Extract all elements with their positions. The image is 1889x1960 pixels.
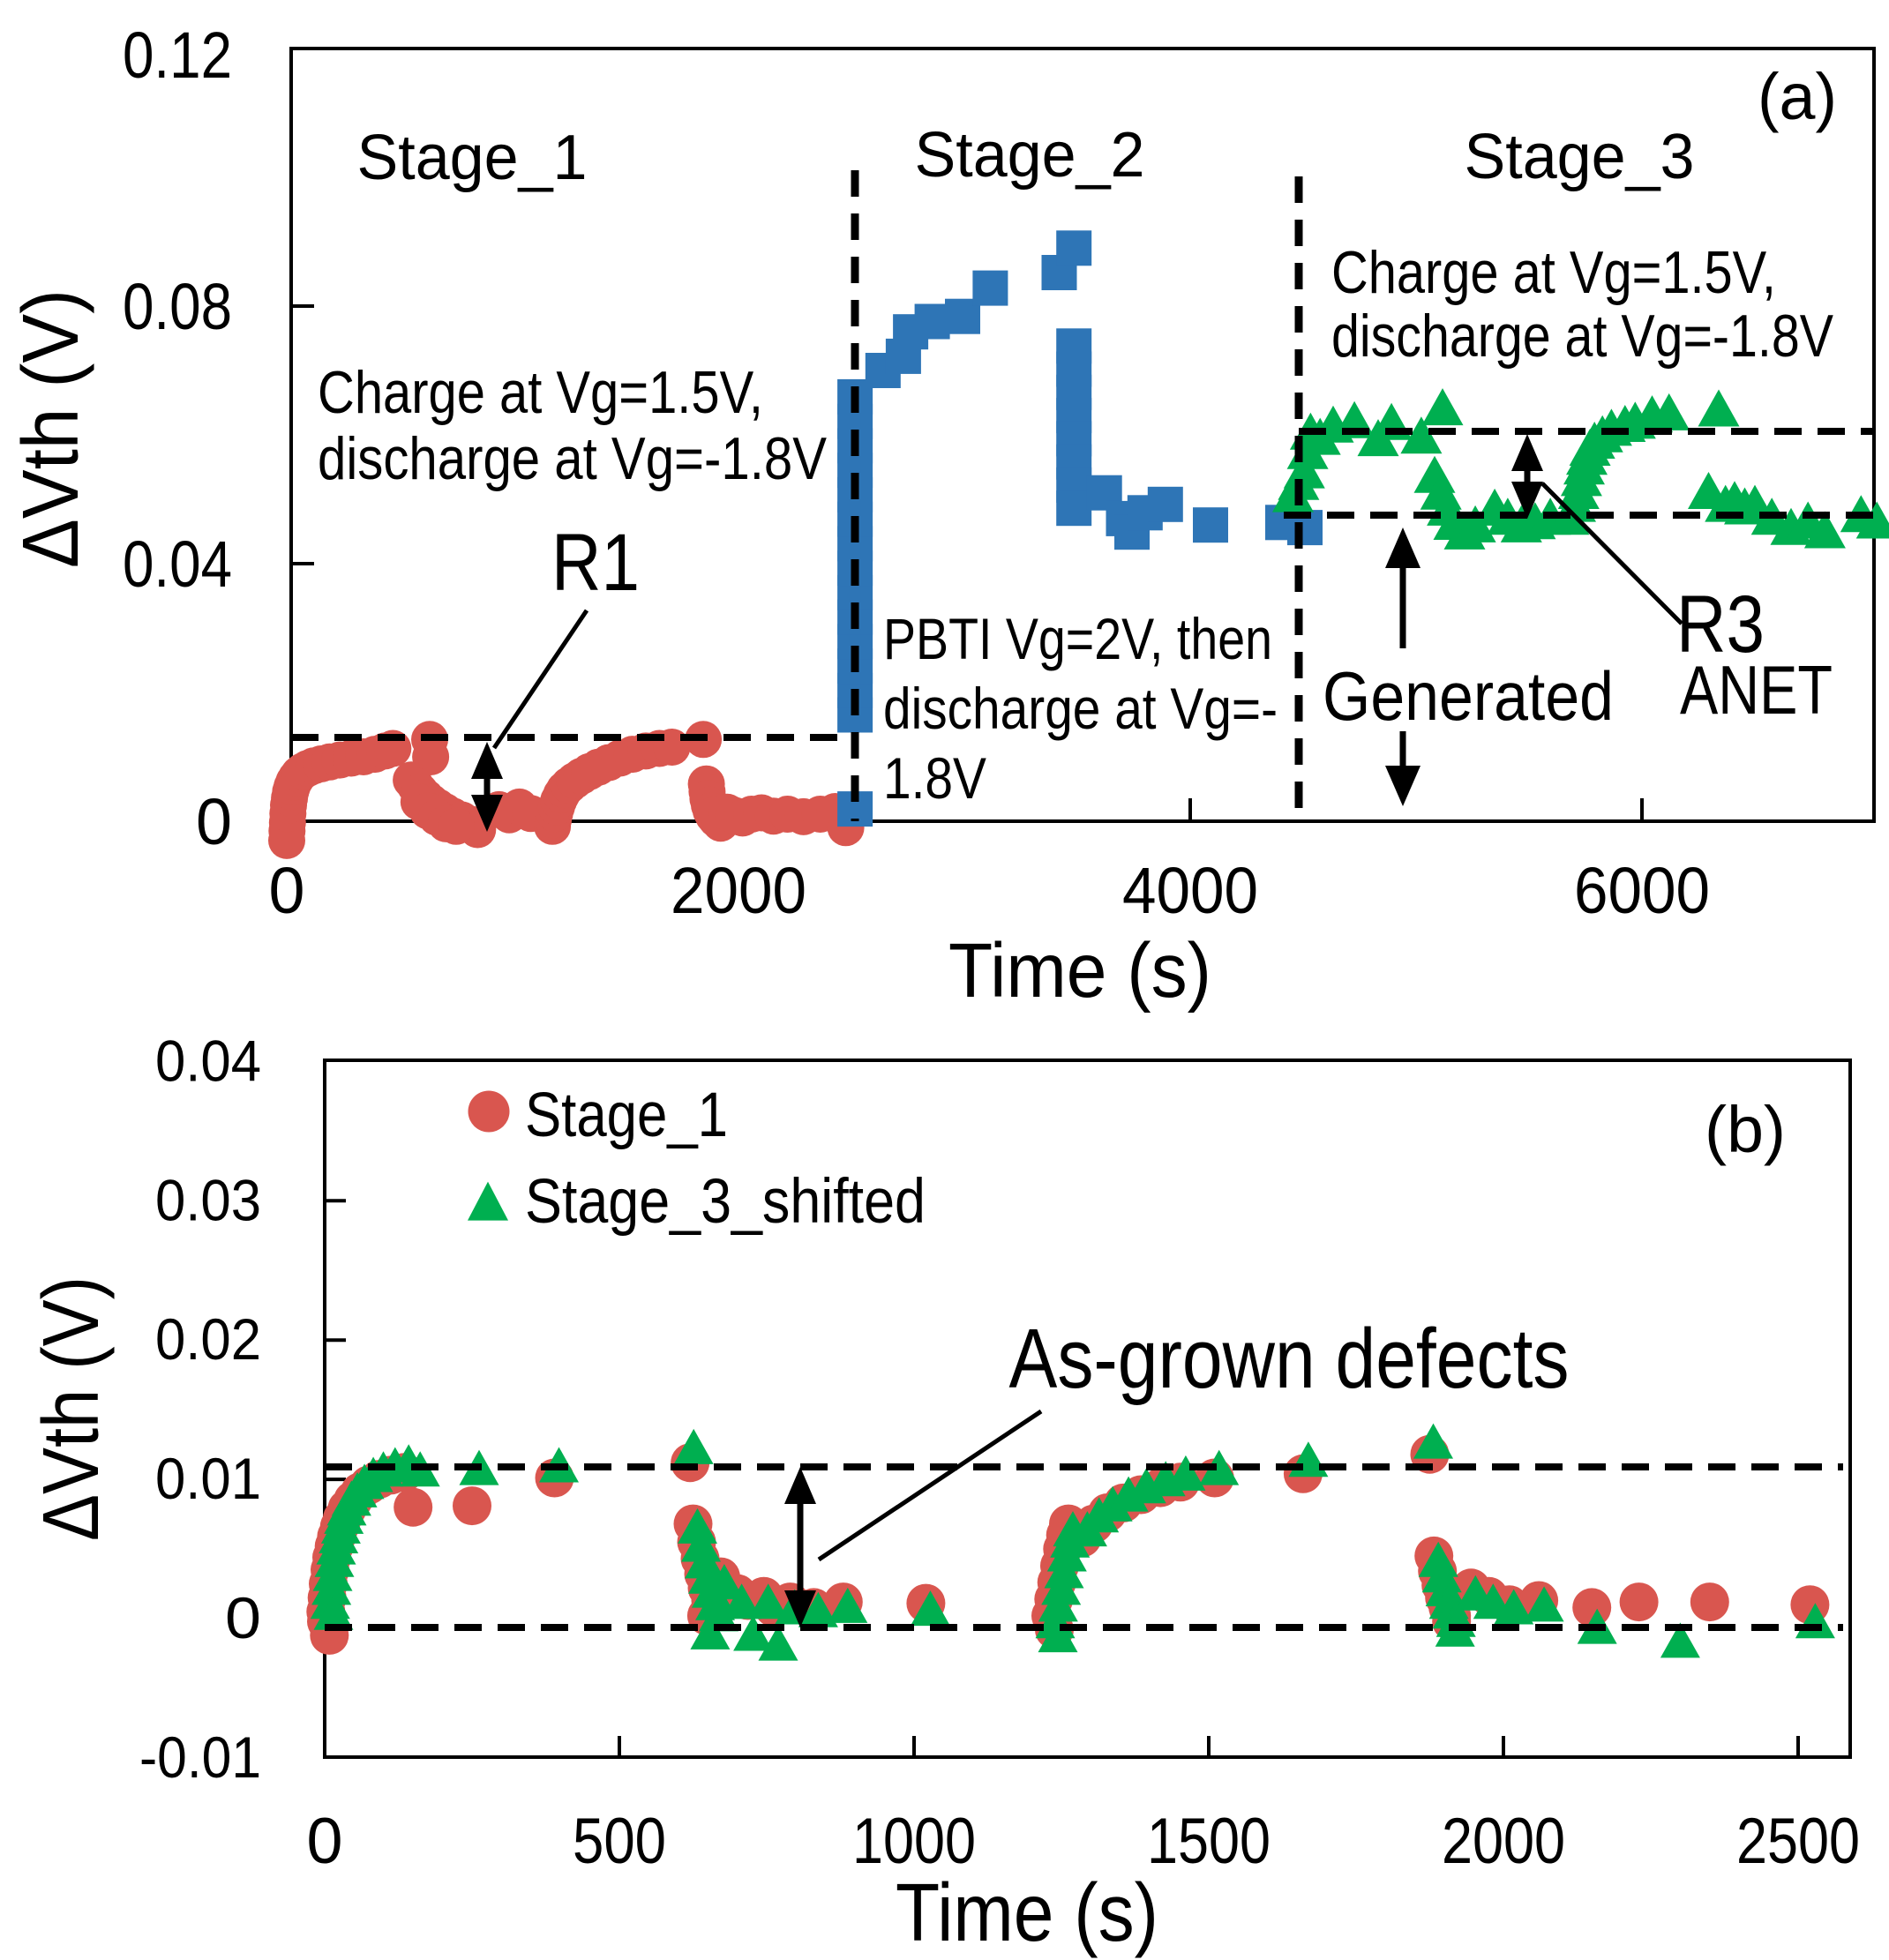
svg-text:Stage_1: Stage_1: [357, 123, 588, 193]
svg-text:Generated: Generated: [1323, 657, 1614, 735]
svg-text:PBTI Vg=2V, then: PBTI Vg=2V, then: [883, 606, 1272, 671]
svg-text:Time (s): Time (s): [896, 1866, 1158, 1958]
svg-text:2000: 2000: [1442, 1806, 1565, 1877]
svg-text:500: 500: [573, 1806, 666, 1877]
svg-text:(b): (b): [1705, 1093, 1786, 1166]
svg-text:0: 0: [307, 1806, 343, 1877]
svg-text:6000: 6000: [1574, 854, 1710, 927]
svg-text:Stage_3_shifted: Stage_3_shifted: [525, 1167, 926, 1237]
svg-text:2000: 2000: [671, 854, 806, 927]
svg-text:1.8V: 1.8V: [883, 745, 986, 811]
svg-text:-0.01: -0.01: [139, 1724, 261, 1790]
svg-text:discharge at Vg=-1.8V: discharge at Vg=-1.8V: [1331, 303, 1834, 370]
svg-text:discharge at Vg=-1.8V: discharge at Vg=-1.8V: [318, 425, 828, 492]
svg-text:Stage_2: Stage_2: [915, 120, 1145, 191]
svg-text:1500: 1500: [1147, 1806, 1271, 1877]
svg-text:1000: 1000: [852, 1806, 976, 1877]
svg-text:Time (s): Time (s): [948, 928, 1211, 1014]
svg-text:0.04: 0.04: [123, 527, 232, 601]
svg-text:R3: R3: [1676, 580, 1765, 670]
svg-text:Stage_1: Stage_1: [525, 1081, 728, 1150]
svg-text:0.01: 0.01: [155, 1446, 261, 1511]
svg-text:0.04: 0.04: [155, 1028, 261, 1093]
svg-text:Charge at Vg=1.5V,: Charge at Vg=1.5V,: [318, 359, 763, 426]
svg-text:0: 0: [225, 1585, 261, 1650]
svg-text:0.02: 0.02: [155, 1306, 261, 1372]
svg-text:0.08: 0.08: [123, 270, 232, 343]
svg-text:Charge at Vg=1.5V,: Charge at Vg=1.5V,: [1331, 239, 1776, 306]
svg-text:0.03: 0.03: [155, 1167, 261, 1232]
svg-text:0: 0: [196, 785, 232, 858]
svg-text:0: 0: [269, 854, 305, 927]
svg-text:ΔVth (V): ΔVth (V): [7, 289, 95, 568]
svg-text:ANET: ANET: [1680, 651, 1833, 729]
svg-text:discharge at Vg=-: discharge at Vg=-: [883, 676, 1278, 741]
svg-text:4000: 4000: [1122, 854, 1258, 927]
svg-text:2500: 2500: [1736, 1806, 1860, 1877]
svg-text:0.12: 0.12: [123, 19, 232, 92]
svg-text:Stage_3: Stage_3: [1465, 122, 1695, 192]
svg-text:(a): (a): [1758, 60, 1837, 133]
svg-text:As-grown defects: As-grown defects: [1009, 1312, 1570, 1406]
svg-text:R1: R1: [551, 518, 640, 608]
svg-text:ΔVth (V): ΔVth (V): [27, 1276, 116, 1541]
